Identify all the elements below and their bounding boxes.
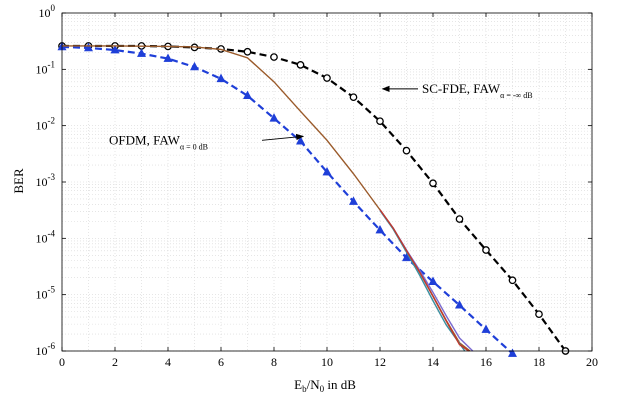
y-tick-label: 10-6 — [36, 341, 56, 358]
data-point-circle — [376, 117, 384, 126]
y-tick-label: 10-2 — [36, 116, 56, 133]
x-tick-label: 16 — [480, 355, 492, 369]
y-tick-label: 10-5 — [36, 285, 56, 302]
data-point-circle — [535, 310, 543, 319]
x-tick-label: 20 — [586, 355, 598, 369]
grid-lines — [61, 13, 593, 352]
data-point-circle — [323, 74, 331, 82]
data-point-triangle — [84, 42, 93, 52]
data-point-circle — [429, 179, 437, 188]
x-tick-label: 18 — [533, 355, 545, 369]
data-point-triangle — [163, 53, 173, 62]
data-point-triangle — [243, 90, 252, 100]
x-tick-label: 8 — [271, 355, 277, 369]
sc-fde-label: SC-FDE, FAWα = -∞ dB — [422, 81, 533, 100]
data-point-circle — [482, 246, 490, 254]
x-tick-labels: 0 2 4 6 8 10 12 14 16 18 20 — [59, 13, 598, 369]
data-point-circle — [402, 146, 411, 155]
x-tick-label: 14 — [427, 355, 439, 369]
y-axis-label: BER — [11, 168, 26, 194]
data-point-triangle — [190, 61, 199, 71]
y-tick-label: 10-1 — [36, 59, 56, 76]
data-point-circle — [270, 53, 278, 61]
y-tick-label: 10-3 — [36, 172, 56, 189]
y-tick-label: 10-4 — [36, 228, 56, 245]
data-point-triangle — [216, 73, 226, 83]
x-tick-label: 6 — [218, 355, 224, 369]
data-point-circle — [508, 276, 517, 285]
data-point-triangle — [137, 48, 146, 57]
data-point-circle — [296, 61, 305, 69]
series-layer — [57, 41, 570, 357]
x-tick-label: 4 — [165, 355, 171, 369]
data-point-triangle — [269, 113, 279, 122]
data-point-circle — [455, 215, 464, 223]
x-axis-label: Eb/N0 in dB — [294, 377, 356, 394]
ofdm-arrow — [261, 133, 305, 141]
data-point-triangle — [349, 196, 358, 205]
data-point-triangle — [110, 44, 120, 54]
annotations: SC-FDE, FAWα = -∞ dB OFDM, FAWα = 0 dB — [109, 81, 533, 151]
data-point-triangle — [508, 348, 517, 357]
data-point-triangle — [455, 300, 464, 309]
data-point-circle — [349, 93, 358, 102]
data-point-triangle — [322, 166, 332, 176]
series-line-1 — [61, 45, 514, 355]
x-tick-label: 10 — [321, 355, 333, 369]
y-tick-labels: 100 10-1 10-2 10-3 10-4 10-5 10-6 — [36, 3, 592, 358]
data-point-triangle — [481, 324, 491, 333]
data-point-triangle — [428, 276, 438, 285]
y-tick-label: 100 — [39, 3, 56, 20]
data-point-triangle — [296, 136, 305, 145]
x-tick-label: 12 — [374, 355, 386, 369]
x-tick-label: 2 — [112, 355, 118, 369]
data-point-triangle — [375, 224, 385, 234]
data-point-circle — [243, 47, 252, 56]
x-tick-label: 0 — [59, 355, 65, 369]
ofdm-label: OFDM, FAWα = 0 dB — [109, 132, 208, 151]
series-line-5 — [379, 209, 470, 352]
data-point-triangle — [401, 252, 412, 262]
